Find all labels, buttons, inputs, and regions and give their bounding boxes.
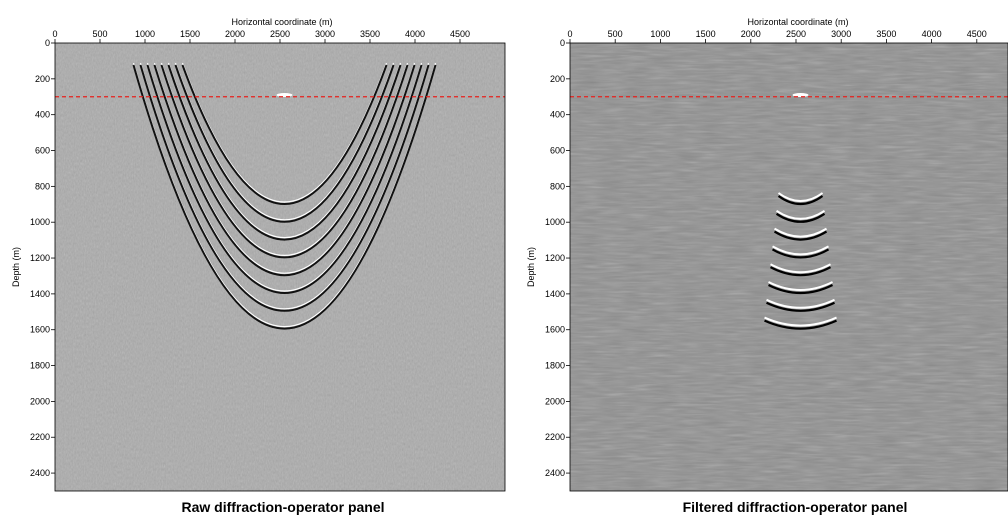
x-axis-label: Horizontal coordinate (m) — [231, 17, 332, 27]
x-tick-label: 500 — [608, 29, 623, 39]
y-tick-label: 0 — [45, 38, 50, 48]
y-tick-label: 200 — [550, 74, 565, 84]
y-tick-label: 1600 — [30, 325, 50, 335]
x-tick-label: 2000 — [741, 29, 761, 39]
y-tick-label: 800 — [35, 181, 50, 191]
focused-event — [766, 301, 835, 312]
y-tick-label: 2400 — [30, 468, 50, 478]
x-tick-label: 4500 — [967, 29, 987, 39]
focused-event — [768, 284, 834, 295]
x-tick-label: 2000 — [225, 29, 245, 39]
panel-title: Filtered diffraction-operator panel — [683, 499, 908, 515]
x-tick-label: 3500 — [360, 29, 380, 39]
x-tick-label: 0 — [52, 29, 57, 39]
focused-event — [764, 319, 837, 330]
x-tick-label: 1500 — [180, 29, 200, 39]
y-tick-label: 1800 — [545, 361, 565, 371]
y-axis-label: Depth (m) — [526, 247, 536, 287]
y-tick-label: 200 — [35, 74, 50, 84]
focused-event — [772, 245, 830, 256]
focused-event — [777, 192, 824, 202]
y-tick-label: 400 — [35, 110, 50, 120]
x-tick-label: 3000 — [315, 29, 335, 39]
focused-event — [773, 230, 828, 241]
x-tick-label: 4500 — [450, 29, 470, 39]
plot-frame — [569, 42, 1008, 492]
y-tick-label: 1400 — [30, 289, 50, 299]
focused-event — [777, 195, 824, 206]
x-tick-label: 1500 — [696, 29, 716, 39]
x-tick-label: 2500 — [786, 29, 806, 39]
y-tick-label: 0 — [560, 38, 565, 48]
diffraction-arc — [132, 64, 437, 330]
diffraction-arc — [167, 64, 402, 241]
y-tick-label: 2400 — [545, 468, 565, 478]
y-tick-label: 2000 — [545, 396, 565, 406]
y-tick-label: 2000 — [30, 396, 50, 406]
y-tick-label: 1800 — [30, 361, 50, 371]
y-tick-label: 1600 — [545, 325, 565, 335]
diffraction-arc — [174, 64, 395, 223]
x-tick-label: 3500 — [876, 29, 896, 39]
focused-event — [770, 266, 832, 277]
diffraction-arc — [153, 64, 416, 277]
x-tick-label: 500 — [92, 29, 107, 39]
diffraction-arc — [160, 64, 409, 259]
diffraction-arc — [146, 64, 423, 294]
x-tick-label: 4000 — [922, 29, 942, 39]
x-tick-label: 4000 — [405, 29, 425, 39]
x-tick-label: 0 — [567, 29, 572, 39]
x-tick-label: 1000 — [650, 29, 670, 39]
y-tick-label: 1200 — [30, 253, 50, 263]
focused-event — [768, 281, 833, 291]
y-tick-label: 800 — [550, 181, 565, 191]
panel — [570, 43, 1008, 491]
y-axis-label: Depth (m) — [11, 247, 21, 287]
y-tick-label: 600 — [35, 146, 50, 156]
diffraction-arc — [181, 64, 388, 205]
x-tick-label: 2500 — [270, 29, 290, 39]
y-tick-label: 400 — [550, 110, 565, 120]
focused-event — [766, 298, 835, 309]
panel — [55, 43, 505, 491]
x-tick-label: 1000 — [135, 29, 155, 39]
noise-texture — [55, 43, 505, 491]
y-tick-label: 2200 — [545, 432, 565, 442]
panel-title: Raw diffraction-operator panel — [181, 499, 384, 515]
y-tick-label: 600 — [550, 146, 565, 156]
focused-event — [770, 263, 831, 274]
diffractor — [792, 93, 809, 97]
focused-event — [764, 316, 837, 327]
x-axis-label: Horizontal coordinate (m) — [747, 17, 848, 27]
diffractor — [276, 93, 293, 97]
x-tick-label: 3000 — [831, 29, 851, 39]
focused-event — [771, 248, 830, 259]
noise-texture — [570, 43, 1008, 491]
y-tick-label: 1400 — [545, 289, 565, 299]
diffraction-arc — [139, 64, 430, 312]
focused-event — [773, 227, 828, 238]
y-tick-label: 1000 — [545, 217, 565, 227]
focused-event — [775, 212, 826, 223]
y-tick-label: 1000 — [30, 217, 50, 227]
y-tick-label: 2200 — [30, 432, 50, 442]
focused-event — [775, 209, 826, 220]
y-tick-label: 1200 — [545, 253, 565, 263]
